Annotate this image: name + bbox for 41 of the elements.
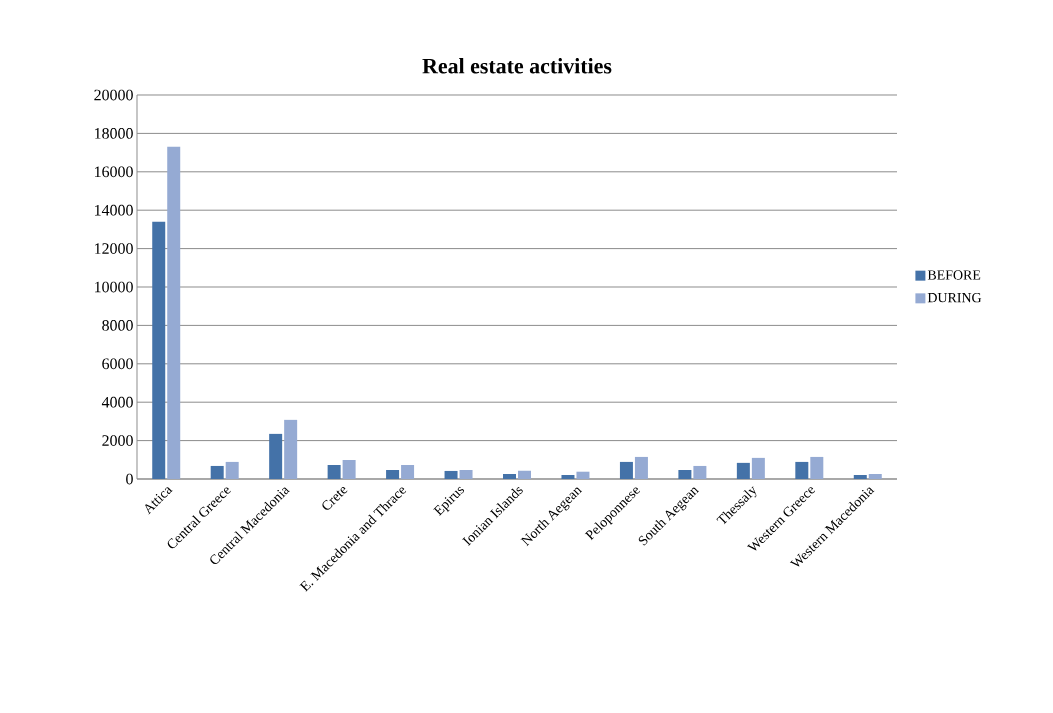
y-tick-label: 16000 (95, 166, 133, 178)
y-tick-label: 14000 (95, 204, 133, 216)
bar (561, 474, 575, 479)
bar (401, 464, 415, 479)
x-tick-label: Crete (322, 487, 348, 510)
y-tick-label: 12000 (95, 243, 133, 254)
bar (327, 464, 341, 479)
bar (619, 461, 633, 479)
bar (736, 462, 750, 479)
bar (751, 457, 765, 479)
bar (284, 419, 298, 479)
legend-label: BEFORE (927, 270, 981, 280)
bar (868, 474, 882, 479)
bar (634, 456, 648, 479)
bar (810, 456, 824, 479)
y-tick-label: 20000 (94, 89, 133, 101)
chart-title: Real estate activities (422, 58, 612, 74)
bar (269, 433, 283, 479)
bar (853, 474, 867, 479)
bar (386, 469, 400, 479)
bar (576, 471, 590, 479)
legend-label: DURING (927, 292, 982, 303)
bar (444, 470, 458, 479)
y-tick-label: 0 (126, 473, 133, 485)
bar (210, 465, 224, 479)
bar (342, 459, 356, 479)
y-tick-label: 10000 (95, 281, 133, 293)
bar (152, 221, 166, 479)
bar (225, 461, 239, 479)
y-tick-label: 18000 (95, 128, 133, 139)
y-tick-label: 6000 (102, 358, 133, 370)
bar (795, 461, 809, 479)
y-tick-label: 2000 (102, 435, 133, 446)
bar (678, 469, 692, 479)
y-tick-label: 8000 (102, 320, 133, 331)
y-tick-label: 4000 (101, 396, 133, 408)
bar (459, 469, 473, 479)
bar (518, 470, 531, 479)
bar (693, 465, 707, 479)
bar (503, 474, 517, 479)
bar (167, 146, 181, 479)
